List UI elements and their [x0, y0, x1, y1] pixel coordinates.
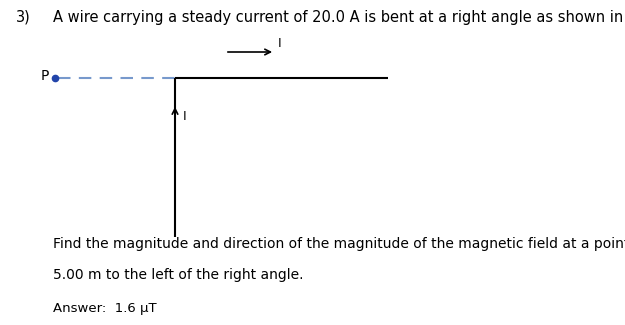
Text: 5.00 m to the left of the right angle.: 5.00 m to the left of the right angle. [53, 268, 304, 282]
Text: Answer:  1.6 μT: Answer: 1.6 μT [53, 302, 157, 315]
Text: Find the magnitude and direction of the magnitude of the magnetic field at a poi: Find the magnitude and direction of the … [53, 237, 625, 251]
Text: A wire carrying a steady current of 20.0 A is bent at a right angle as shown in : A wire carrying a steady current of 20.0… [53, 10, 625, 25]
Text: P: P [41, 69, 49, 84]
Text: I: I [278, 37, 282, 50]
Text: 3): 3) [16, 10, 31, 25]
Text: I: I [182, 111, 186, 124]
